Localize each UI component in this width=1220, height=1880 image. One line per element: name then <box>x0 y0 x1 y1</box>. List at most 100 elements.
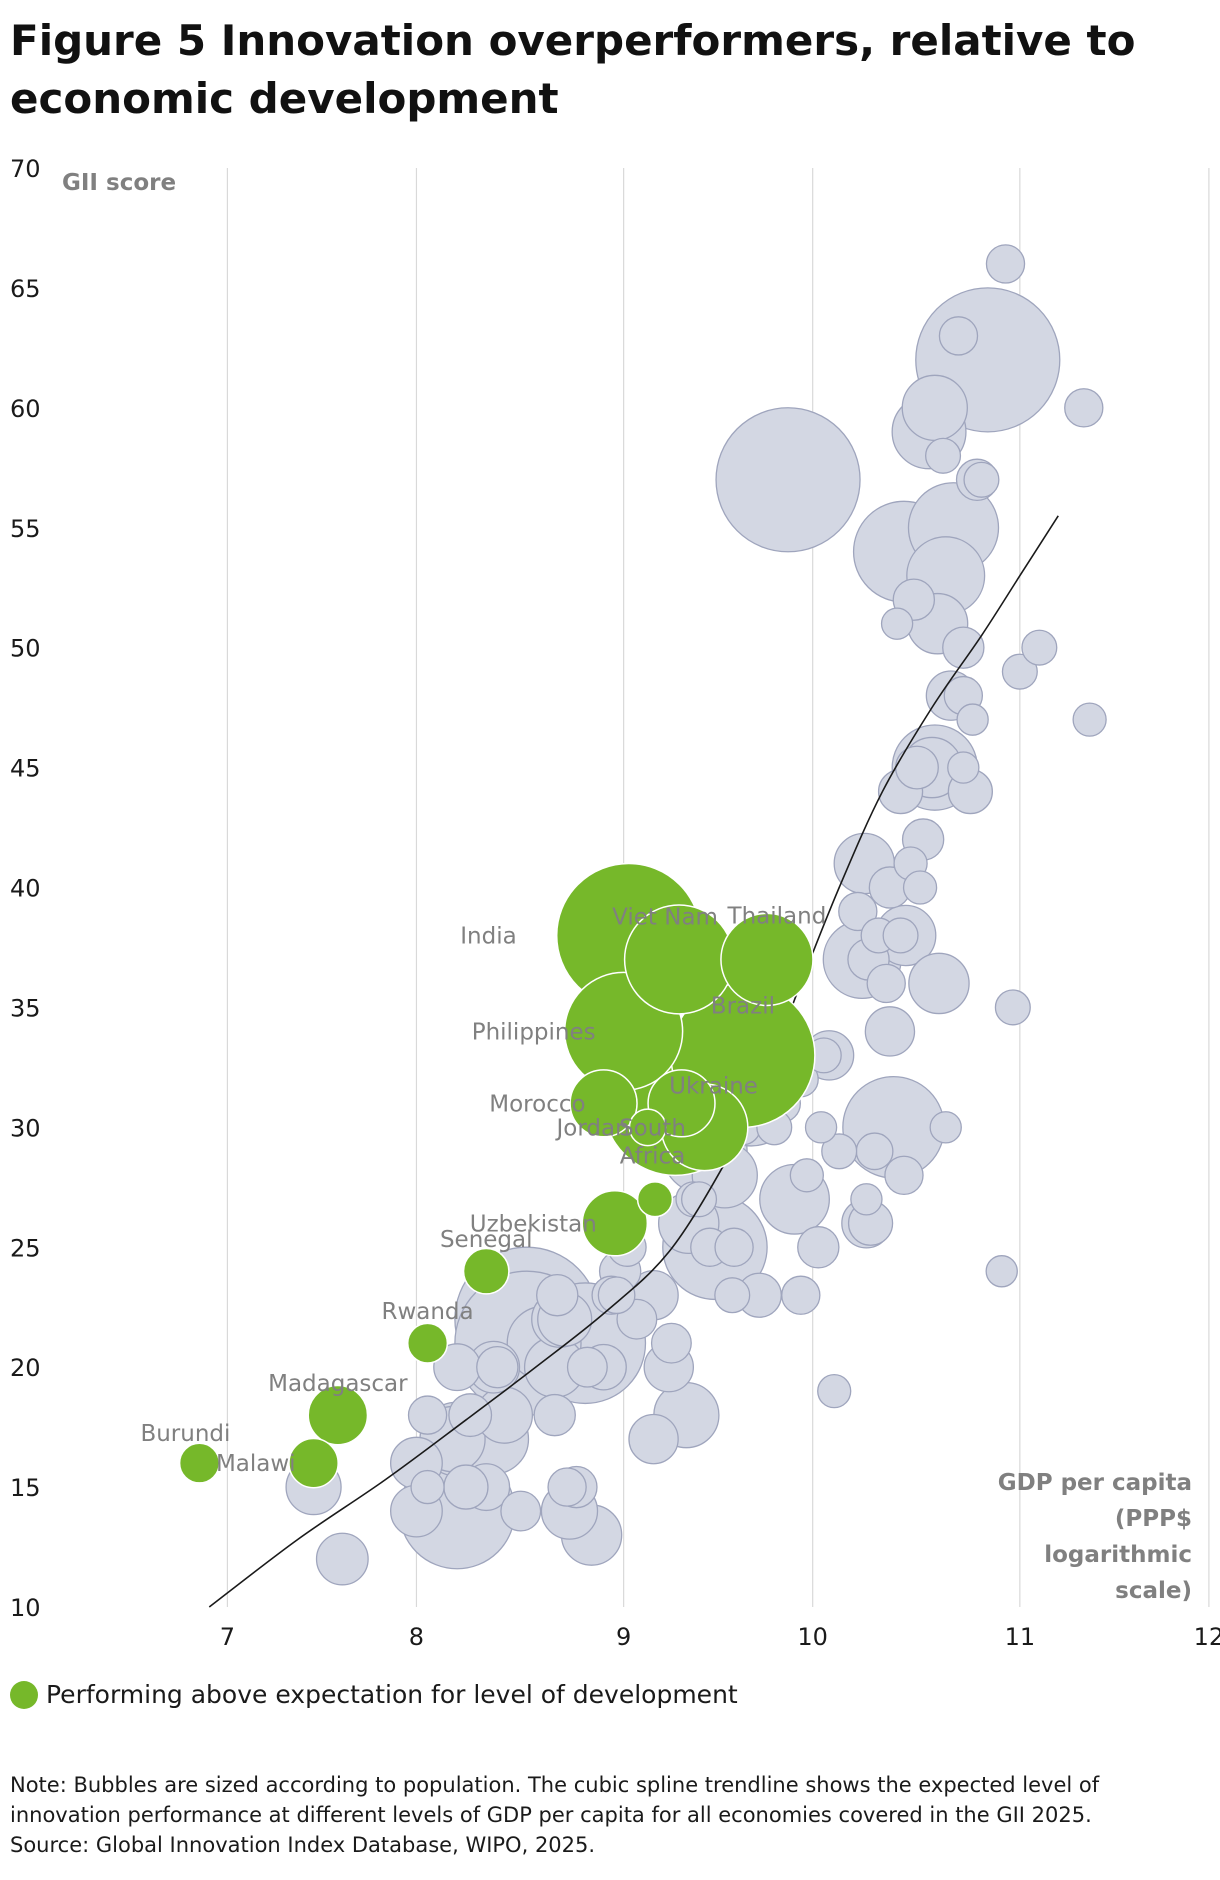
economy-bubble <box>994 989 1031 1026</box>
y-tick-label: 15 <box>10 1474 41 1502</box>
economy-bubble <box>855 1132 894 1171</box>
y-tick-label: 50 <box>10 635 41 663</box>
overperformer-bubble <box>462 1247 510 1295</box>
economy-bubble <box>597 1276 636 1315</box>
figure-note: Note: Bubbles are sized according to pop… <box>10 1770 1210 1860</box>
economy-label: Rwanda <box>381 1299 473 1325</box>
green-dot-icon <box>10 1680 38 1709</box>
economy-label: Viet Nam <box>612 904 718 930</box>
economy-bubble <box>1001 653 1038 690</box>
economy-bubble <box>902 870 938 905</box>
y-tick-label: 25 <box>10 1234 41 1262</box>
overperformer-bubble <box>581 1189 649 1257</box>
y-tick-label: 10 <box>10 1594 41 1622</box>
y-tick-label: 65 <box>10 275 41 303</box>
y-tick-label: 20 <box>10 1354 41 1382</box>
economy-bubble <box>963 461 1000 498</box>
economy-bubble <box>500 1490 542 1532</box>
economy-label: Burundi <box>140 1421 230 1447</box>
y-tick-label: 40 <box>10 875 41 903</box>
overperformer-bubble <box>569 1069 638 1138</box>
economy-label: Philippines <box>472 1019 596 1045</box>
x-tick-label: 12 <box>1194 1623 1220 1651</box>
legend-label: Performing above expectation for level o… <box>46 1680 738 1709</box>
economy-label: Madagascar <box>268 1371 408 1397</box>
overperformer-bubble <box>288 1437 339 1489</box>
economy-label: Malawi <box>216 1451 296 1477</box>
economy-bubble <box>925 437 962 474</box>
economy-bubble <box>942 626 985 669</box>
x-axis-title: GDP per capita (PPP$ logarithmic scale) <box>998 1470 1192 1604</box>
note-text: Note: Bubbles are sized according to pop… <box>10 1773 1100 1827</box>
y-axis: 10 15 20 25 30 35 40 45 50 55 60 65 70 <box>10 155 41 1622</box>
economy-bubble <box>533 1393 576 1437</box>
economy-bubble <box>864 1006 916 1057</box>
economy-bubble <box>407 1395 448 1435</box>
economy-bubble <box>895 745 939 790</box>
economy-label: Senegal <box>440 1227 533 1253</box>
economy-bubble <box>476 1345 519 1389</box>
x-axis-title-line: scale) <box>1115 1578 1192 1604</box>
x-tick-label: 10 <box>797 1623 828 1651</box>
economy-bubble <box>797 1226 840 1269</box>
overperformer-bubble <box>636 1181 674 1218</box>
economy-bubble <box>956 703 989 736</box>
economy-bubble <box>880 607 914 640</box>
overperformer-bubble <box>628 1108 667 1147</box>
economy-bubble <box>547 1467 587 1507</box>
y-tick-label: 70 <box>10 155 41 183</box>
economy-bubble <box>882 917 919 954</box>
overperformer-bubble <box>307 1384 369 1446</box>
economy-bubble <box>714 1227 754 1267</box>
economy-label: South Africa <box>619 1115 686 1169</box>
economy-bubble <box>938 316 979 356</box>
scatter-chart: 10 15 20 25 30 35 40 45 50 55 60 65 70 7 8 9 10 11 12 Bur… <box>10 155 1220 1651</box>
overperformer-bubble <box>406 1322 449 1364</box>
y-tick-label: 30 <box>10 1114 41 1142</box>
economy-bubble <box>628 1413 679 1465</box>
economy-bubble <box>715 407 861 553</box>
economy-bubble <box>650 1322 692 1364</box>
y-tick-label: 45 <box>10 755 41 783</box>
economy-bubble <box>448 1393 493 1438</box>
overperformer-bubbles <box>178 862 816 1489</box>
legend: Performing above expectation for level o… <box>10 1680 738 1709</box>
y-tick-label: 55 <box>10 515 41 543</box>
x-tick-label: 8 <box>409 1623 424 1651</box>
economy-label: India <box>460 923 516 949</box>
economy-bubble <box>410 1469 445 1505</box>
economy-bubble <box>1072 702 1107 737</box>
x-tick-label: 9 <box>616 1623 631 1651</box>
economy-label: Jordan <box>554 1115 629 1141</box>
economy-label: Uzbekistan <box>470 1211 597 1237</box>
economy-bubble <box>866 963 906 1004</box>
economy-bubble <box>817 1374 852 1409</box>
economy-bubble <box>985 244 1026 284</box>
economy-bubble <box>985 1255 1018 1288</box>
x-axis-title-line: logarithmic <box>1044 1542 1192 1568</box>
economy-bubble <box>566 1346 608 1388</box>
economy-bubble <box>884 1155 924 1196</box>
economy-bubble <box>1021 629 1058 666</box>
economy-bubble <box>315 1532 369 1586</box>
economy-bubble <box>929 1111 962 1144</box>
x-axis-title-line: (PPP$ <box>1115 1506 1192 1532</box>
economy-label: Thailand <box>727 903 827 929</box>
economy-labels: Burundi Malawi Madagascar Rwanda SenegalUzbe… <box>140 903 826 1477</box>
economy-bubble <box>901 374 968 442</box>
economy-label: Ukraine <box>669 1073 758 1099</box>
economy-bubble <box>821 1133 858 1170</box>
economy-bubble <box>1064 388 1104 428</box>
economy-bubble <box>789 1158 824 1193</box>
economy-bubble <box>908 952 970 1015</box>
economy-bubble <box>536 1273 579 1317</box>
x-tick-label: 7 <box>220 1623 235 1651</box>
economy-bubble <box>838 891 878 932</box>
overperformer-bubble <box>178 1442 221 1484</box>
economy-bubble <box>947 751 980 784</box>
economy-label: Morocco <box>489 1091 585 1117</box>
source-text: Source: Global Innovation Index Database… <box>10 1833 596 1857</box>
economy-label: Brazil <box>711 993 775 1019</box>
economy-bubble <box>781 1275 821 1315</box>
y-tick-label: 60 <box>10 395 41 423</box>
